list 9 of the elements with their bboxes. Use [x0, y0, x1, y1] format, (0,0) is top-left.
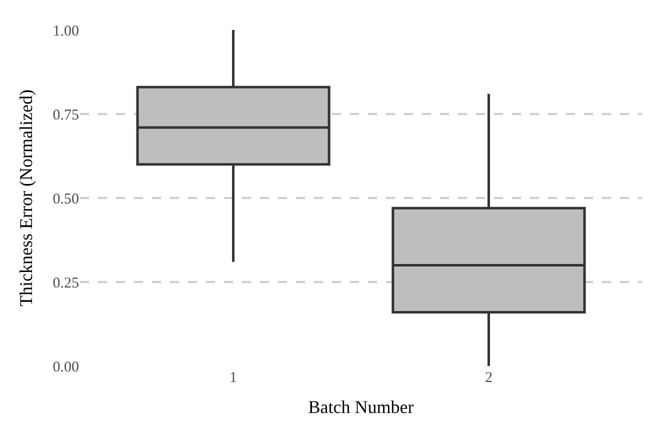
- y-tick-label: 0.00: [52, 359, 79, 376]
- y-tick-label: 0.50: [52, 191, 79, 208]
- x-tick-label: 1: [230, 370, 238, 386]
- x-tick-label: 2: [484, 370, 492, 386]
- x-axis-title: Batch Number: [308, 397, 414, 418]
- y-tick-label: 1.00: [52, 23, 79, 40]
- y-tick-label: 0.25: [52, 275, 79, 292]
- y-tick-label: 0.75: [52, 107, 79, 124]
- y-axis-title: Thickness Error (Normalized): [16, 90, 36, 306]
